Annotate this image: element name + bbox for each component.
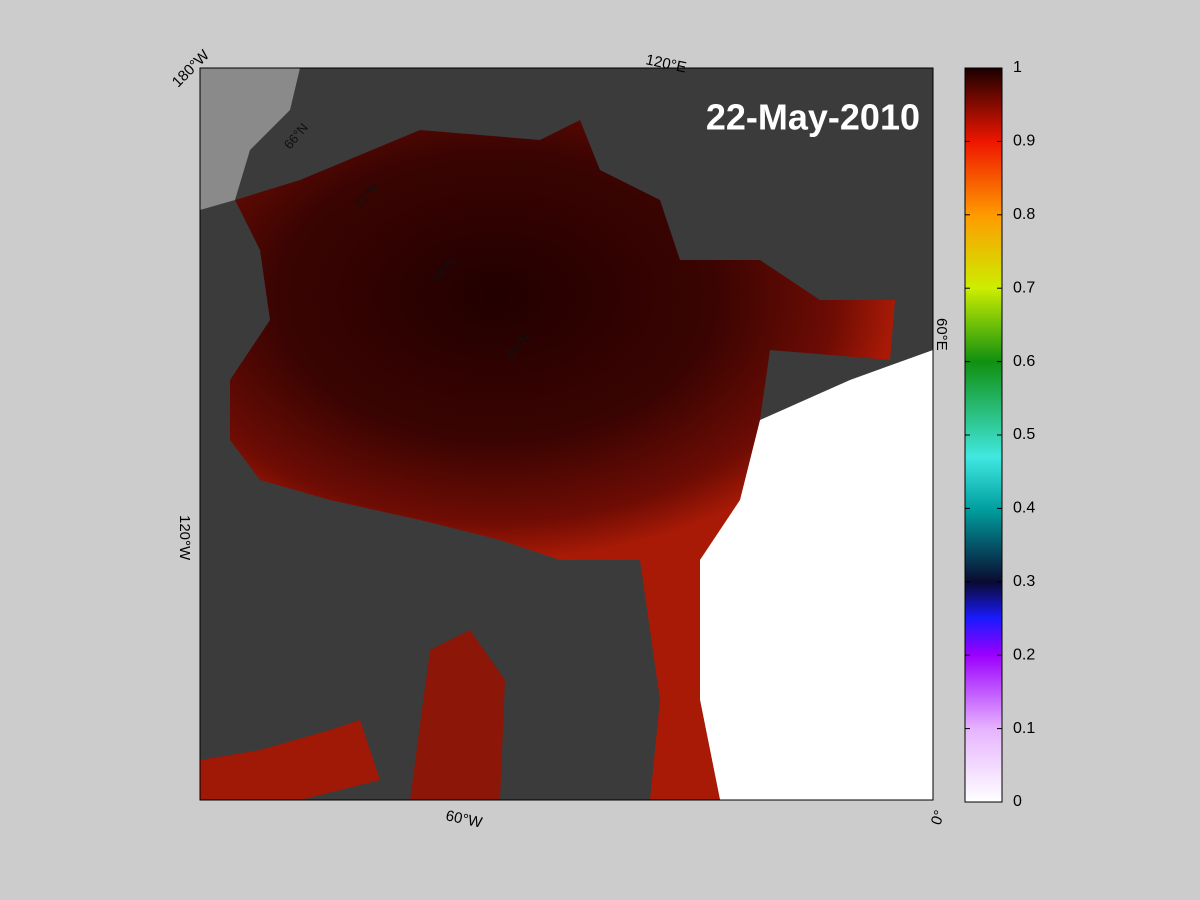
lon-label: 120°W (176, 515, 193, 561)
colorbar-tick-label: 0.3 (1013, 573, 1035, 590)
date-label: 22-May-2010 (706, 97, 920, 138)
colorbar-tick-label: 0.7 (1013, 279, 1035, 296)
colorbar-tick-label: 0.6 (1013, 353, 1035, 370)
hudson-ice (200, 720, 380, 800)
colorbar-tick-label: 1 (1013, 59, 1022, 76)
colorbar-tick-label: 0.4 (1013, 500, 1035, 517)
sea-ice (230, 120, 895, 560)
colorbar (964, 67, 1003, 803)
colorbar-tick-label: 0.1 (1013, 720, 1035, 737)
greenland-ice (640, 560, 720, 800)
colorbar-tick-label: 0.9 (1013, 133, 1035, 150)
land-light (200, 68, 300, 210)
colorbar-tick-label: 0.8 (1013, 206, 1035, 223)
map: 66°N 72°N 78°N 84°N 22-May-2010 (200, 68, 933, 800)
colorbar-tick-label: 0.5 (1013, 426, 1035, 443)
lon-label: 60°W (444, 807, 484, 831)
lon-label: 60°E (933, 318, 950, 351)
lon-label: 0° (928, 808, 949, 827)
colorbar-ticks: 0 0.1 0.2 0.3 0.4 0.5 0.6 0.7 0.8 0.9 1 (965, 59, 1035, 810)
open-water (690, 350, 933, 800)
baffin-ice (410, 630, 505, 800)
colorbar-tick-label: 0 (1013, 793, 1022, 810)
colorbar-tick-label: 0.2 (1013, 646, 1035, 663)
map-frame (199, 67, 934, 801)
